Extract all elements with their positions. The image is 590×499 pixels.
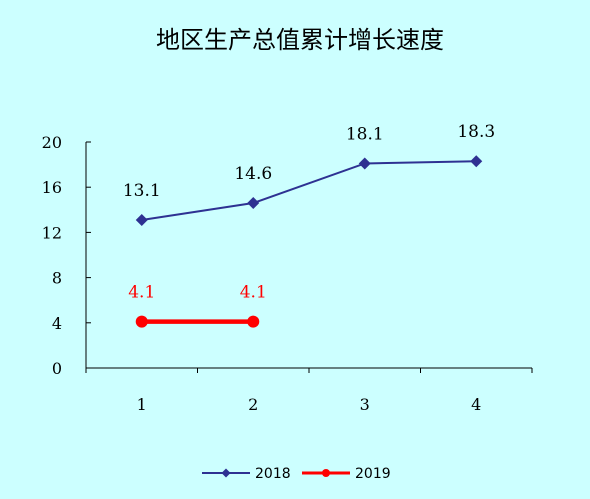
y-tick-label: 0 xyxy=(52,359,62,378)
series-2019: 4.1 4.1 xyxy=(128,283,267,328)
x-tick-label: 1 xyxy=(137,395,147,414)
legend-item-2018: 2018 xyxy=(202,466,291,482)
legend: 2018 2019 xyxy=(202,466,391,482)
data-label: 18.3 xyxy=(457,122,495,142)
y-tick-label: 12 xyxy=(42,223,62,242)
plot-area: 13.1 14.6 18.1 18.3 4.1 4.1 xyxy=(123,122,495,328)
data-label: 4.1 xyxy=(240,283,267,303)
data-point xyxy=(358,157,371,170)
data-point xyxy=(135,213,148,226)
x-tick-label: 3 xyxy=(360,395,370,414)
y-tick-label: 8 xyxy=(52,269,62,288)
series-2018: 13.1 14.6 18.1 18.3 xyxy=(123,122,495,226)
data-label: 13.1 xyxy=(123,181,161,201)
x-tick-label: 2 xyxy=(248,395,258,414)
chart-title: 地区生产总值累计增长速度 xyxy=(156,26,444,54)
legend-label: 2018 xyxy=(255,466,291,482)
data-label: 14.6 xyxy=(234,164,272,184)
data-label: 4.1 xyxy=(128,283,155,303)
legend-item-2019: 2019 xyxy=(302,466,391,482)
x-tick-label: 4 xyxy=(471,395,481,414)
y-tick-label: 16 xyxy=(42,178,62,197)
data-point xyxy=(247,315,260,328)
data-point xyxy=(135,315,148,328)
y-tick-label: 20 xyxy=(42,133,62,152)
legend-marker xyxy=(322,469,330,477)
legend-label: 2019 xyxy=(355,466,391,482)
series-line xyxy=(141,160,477,221)
data-point xyxy=(470,155,483,168)
data-point xyxy=(247,197,260,210)
y-tick-label: 4 xyxy=(52,314,62,333)
data-label: 18.1 xyxy=(346,124,384,144)
legend-marker xyxy=(221,468,231,478)
